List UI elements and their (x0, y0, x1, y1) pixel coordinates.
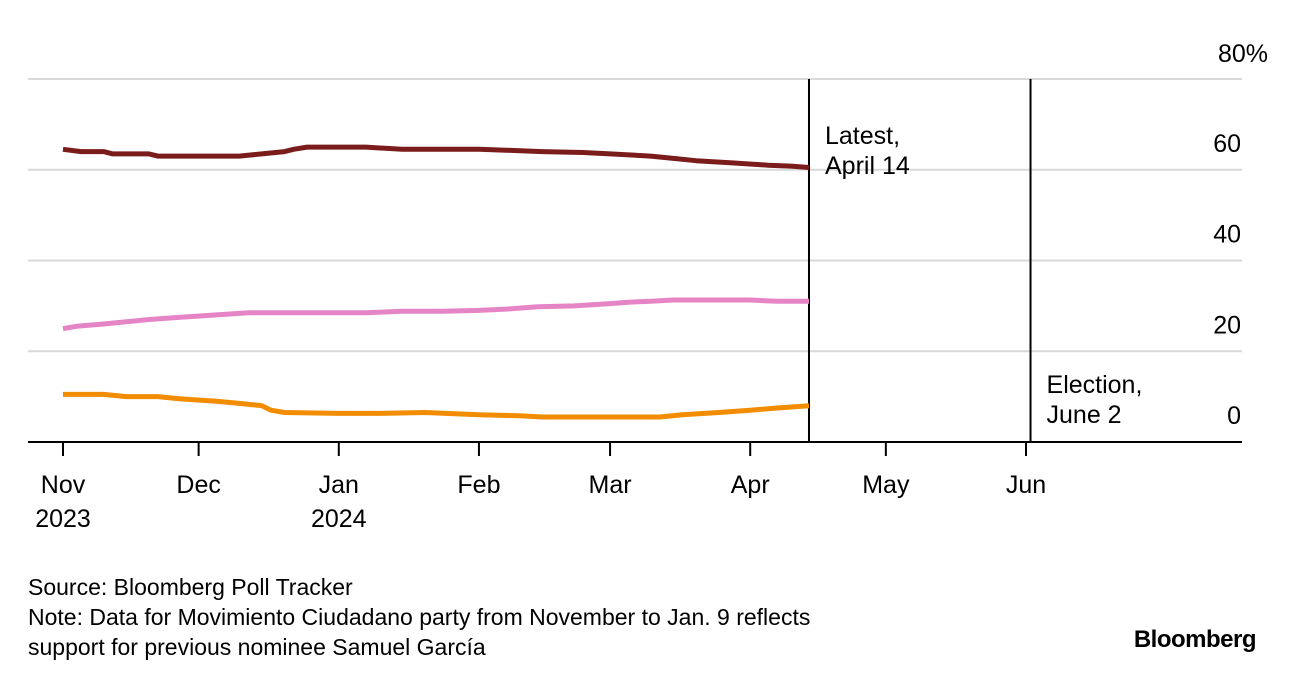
y-axis-tick-labels: 80% 60 40 20 0 (1213, 40, 1268, 430)
y-tick-label: 0 (1227, 402, 1241, 430)
poll-tracker-chart: 80% 60 40 20 0 Nov 2023 Dec Jan 2024 Feb Mar Apr May… (28, 40, 1268, 533)
annotation-text: Election, (1047, 371, 1143, 399)
series-lines (62, 144, 810, 420)
x-tick-label: May (862, 471, 910, 499)
bloomberg-logo: Bloomberg (1133, 626, 1257, 653)
x-axis-ticks: Nov 2023 Dec Jan 2024 Feb Mar Apr May Jun (35, 442, 1046, 533)
x-tick-label: Apr (731, 471, 770, 499)
chart-footer: Source: Bloomberg Poll Tracker Note: Dat… (28, 572, 810, 662)
x-tick-label: Feb (457, 471, 500, 499)
x-tick-year-label: 2024 (311, 505, 367, 533)
y-tick-label: 80% (1218, 40, 1268, 68)
source-text: Source: Bloomberg Poll Tracker (28, 574, 353, 600)
y-tick-label: 40 (1213, 221, 1241, 249)
x-tick-label: Nov (41, 471, 86, 499)
x-tick-label: Dec (176, 471, 220, 499)
gridlines (28, 78, 1242, 353)
series-line-1 (62, 144, 810, 170)
annotation-text: April 14 (825, 152, 910, 180)
series-line-3 (63, 391, 810, 420)
annotation-text: June 2 (1047, 401, 1122, 429)
annotation-text: Latest, (825, 122, 900, 150)
series-line-2 (62, 297, 809, 332)
annotations: Latest,April 14 Election,June 2 (807, 79, 1143, 442)
x-tick-label: Jan (319, 471, 359, 499)
y-tick-label: 60 (1213, 130, 1241, 158)
x-tick-year-label: 2023 (35, 505, 91, 533)
y-tick-label: 20 (1213, 311, 1241, 339)
x-tick-label: Mar (589, 471, 632, 499)
note-text-line-1: Note: Data for Movimiento Ciudadano part… (28, 604, 811, 630)
note-text-line-2: support for previous nominee Samuel Garc… (28, 634, 486, 660)
x-tick-label: Jun (1006, 471, 1046, 499)
